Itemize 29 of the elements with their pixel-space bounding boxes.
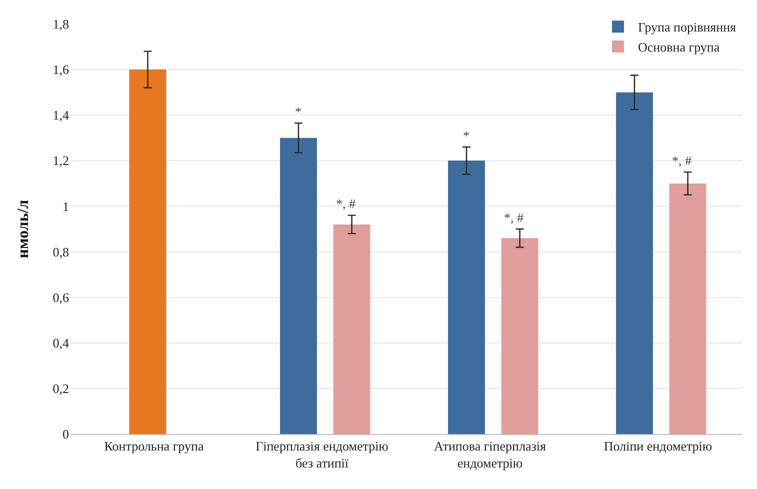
y-tick-label: 1,4 — [52, 108, 70, 123]
data-label: *, # — [336, 196, 356, 211]
x-tick-label: Поліпи ендометрію — [604, 438, 712, 454]
y-tick-label: 0,4 — [52, 335, 70, 350]
y-tick-label: 1,6 — [52, 62, 70, 78]
bar — [616, 92, 653, 434]
bar — [129, 70, 166, 434]
data-label: * — [295, 104, 302, 119]
data-label: *, # — [504, 210, 524, 225]
data-label: *, # — [672, 153, 692, 168]
y-tick-label: 1,2 — [52, 153, 69, 168]
data-label: * — [463, 128, 470, 143]
bar — [280, 138, 317, 434]
legend-label: Група порівняння — [638, 20, 736, 35]
y-tick-label: 0,6 — [52, 290, 70, 305]
bar — [448, 160, 485, 434]
y-tick-label: 0,8 — [52, 244, 69, 260]
y-tick-label: 1 — [62, 198, 69, 214]
x-tick-label: Гіперплазія ендометрію без атипії — [256, 438, 389, 470]
bar — [333, 224, 370, 434]
y-axis-title: нмоль/л — [15, 200, 32, 258]
y-tick-label: 1,8 — [52, 16, 69, 32]
y-tick-label: 0 — [62, 426, 69, 442]
bar — [669, 183, 706, 434]
bar — [501, 238, 538, 434]
x-tick-label: Контрольна група — [104, 438, 204, 454]
y-tick-label: 0,2 — [52, 380, 69, 396]
x-tick-label: Атипова гіперплазія ендометрію — [434, 438, 546, 470]
legend-label: Основна група — [638, 40, 720, 55]
